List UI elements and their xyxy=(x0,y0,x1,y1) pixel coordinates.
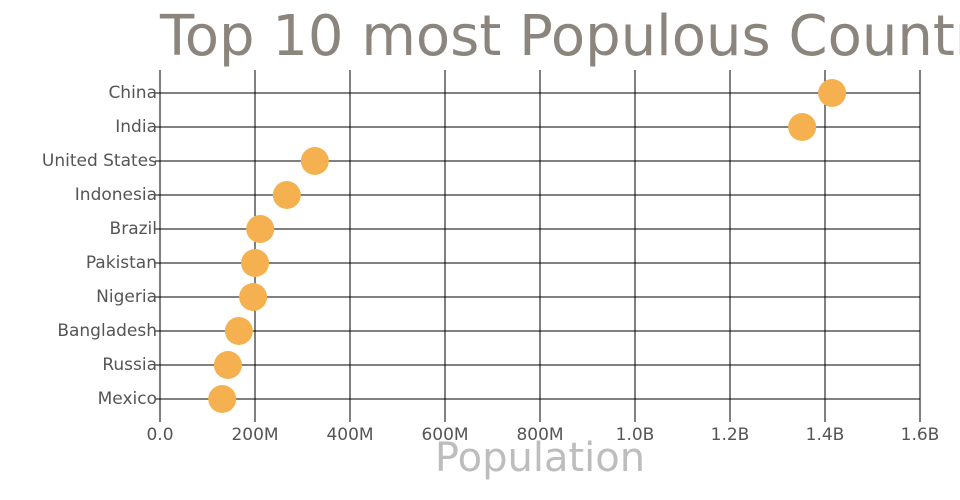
x-tick-label: 800M xyxy=(516,425,563,445)
dot xyxy=(213,351,242,379)
chart-title: Top 10 most Populous Countries xyxy=(159,4,960,69)
dot xyxy=(224,317,253,345)
y-tick-label: India xyxy=(115,117,157,137)
y-tick-label: Russia xyxy=(102,355,157,375)
y-tick-label: Nigeria xyxy=(96,287,157,307)
dot xyxy=(300,147,329,175)
y-tick-label: Pakistan xyxy=(86,253,157,273)
x-tick-label: 1.4B xyxy=(806,425,845,445)
x-tick-label: 200M xyxy=(231,425,278,445)
x-tick-label: 1.6B xyxy=(901,425,940,445)
y-tick-label: Indonesia xyxy=(75,185,157,205)
y-tick-label: Bangladesh xyxy=(57,321,157,341)
dot xyxy=(272,181,301,209)
dot xyxy=(208,385,237,413)
x-tick-label: 0.0 xyxy=(146,425,173,445)
x-tick-label: 1.2B xyxy=(711,425,750,445)
y-tick-label: Mexico xyxy=(98,389,157,409)
y-tick-label: United States xyxy=(42,151,157,171)
x-axis-title: Population xyxy=(435,435,645,481)
dot xyxy=(241,249,269,277)
dot xyxy=(788,113,817,141)
dot xyxy=(239,283,268,311)
y-tick-label: China xyxy=(108,83,157,103)
dot xyxy=(246,215,275,243)
dot xyxy=(818,79,847,107)
x-tick-label: 600M xyxy=(421,425,468,445)
x-tick-label: 1.0B xyxy=(616,425,655,445)
x-tick-label: 400M xyxy=(326,425,373,445)
y-tick-label: Brazil xyxy=(110,219,157,239)
